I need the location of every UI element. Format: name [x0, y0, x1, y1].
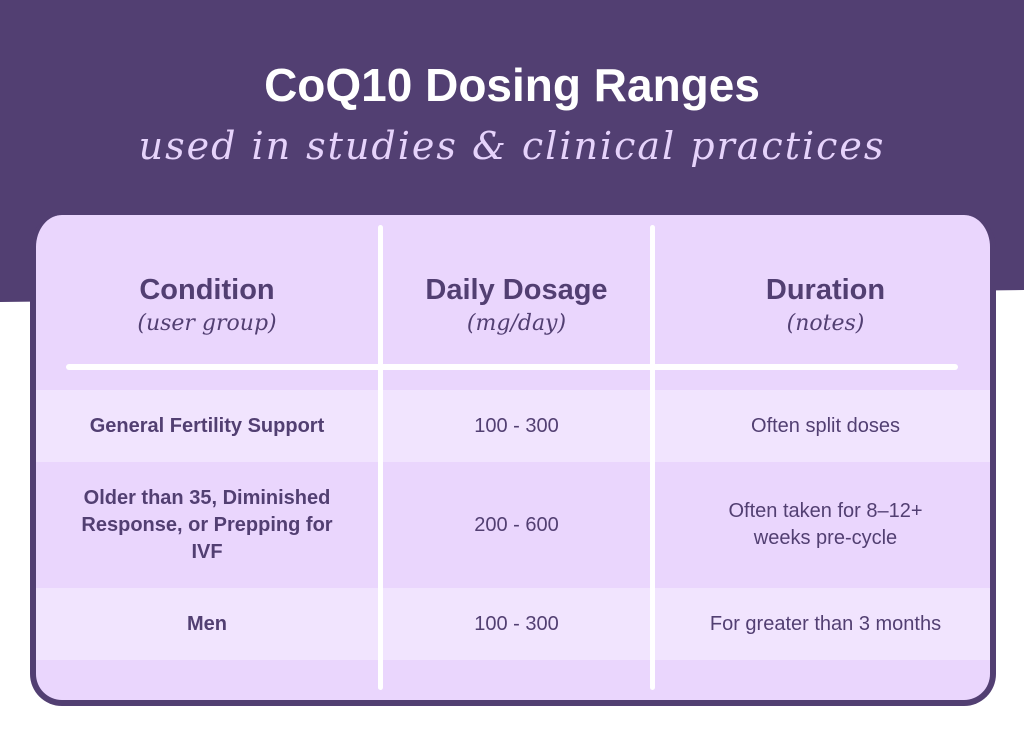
cell-condition: Men [187, 612, 227, 635]
cell-dosage: 100 - 300 [474, 612, 559, 635]
page-title: CoQ10 Dosing Ranges [264, 59, 760, 111]
cell-dosage: 200 - 600 [474, 513, 559, 536]
dosing-table: Condition (user group) Daily Dosage (mg/… [30, 215, 996, 706]
cell-duration: Often split doses [751, 414, 900, 437]
column-divider [378, 225, 383, 690]
header-label: Daily Dosage [425, 274, 608, 306]
header-label: Condition [139, 274, 275, 306]
row-band [36, 390, 990, 462]
column-divider [650, 225, 655, 690]
cell-duration: Often taken for 8–12+ weeks pre-cycle [728, 500, 923, 549]
header-condition: Condition (user group) [36, 255, 378, 355]
header-label: Duration [765, 274, 886, 306]
cell-duration: For greater than 3 months [709, 612, 942, 635]
cell-condition: General Fertility Support [89, 414, 325, 437]
cell-condition: Older than 35, Diminished Response, or P… [81, 486, 333, 563]
header-dosage: Daily Dosage (mg/day) [383, 255, 650, 355]
header-sublabel: (notes) [786, 311, 865, 336]
header-divider [66, 364, 958, 370]
page-subtitle: used in studies & clinical practices [138, 124, 886, 168]
header-duration: Duration (notes) [655, 255, 990, 355]
header-sublabel: (mg/day) [466, 311, 567, 336]
header-sublabel: (user group) [137, 311, 277, 336]
row-band [36, 588, 990, 660]
cell-dosage: 100 - 300 [474, 414, 559, 437]
